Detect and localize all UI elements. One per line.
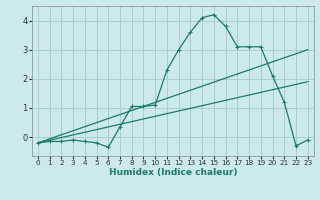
X-axis label: Humidex (Indice chaleur): Humidex (Indice chaleur) [108, 168, 237, 177]
